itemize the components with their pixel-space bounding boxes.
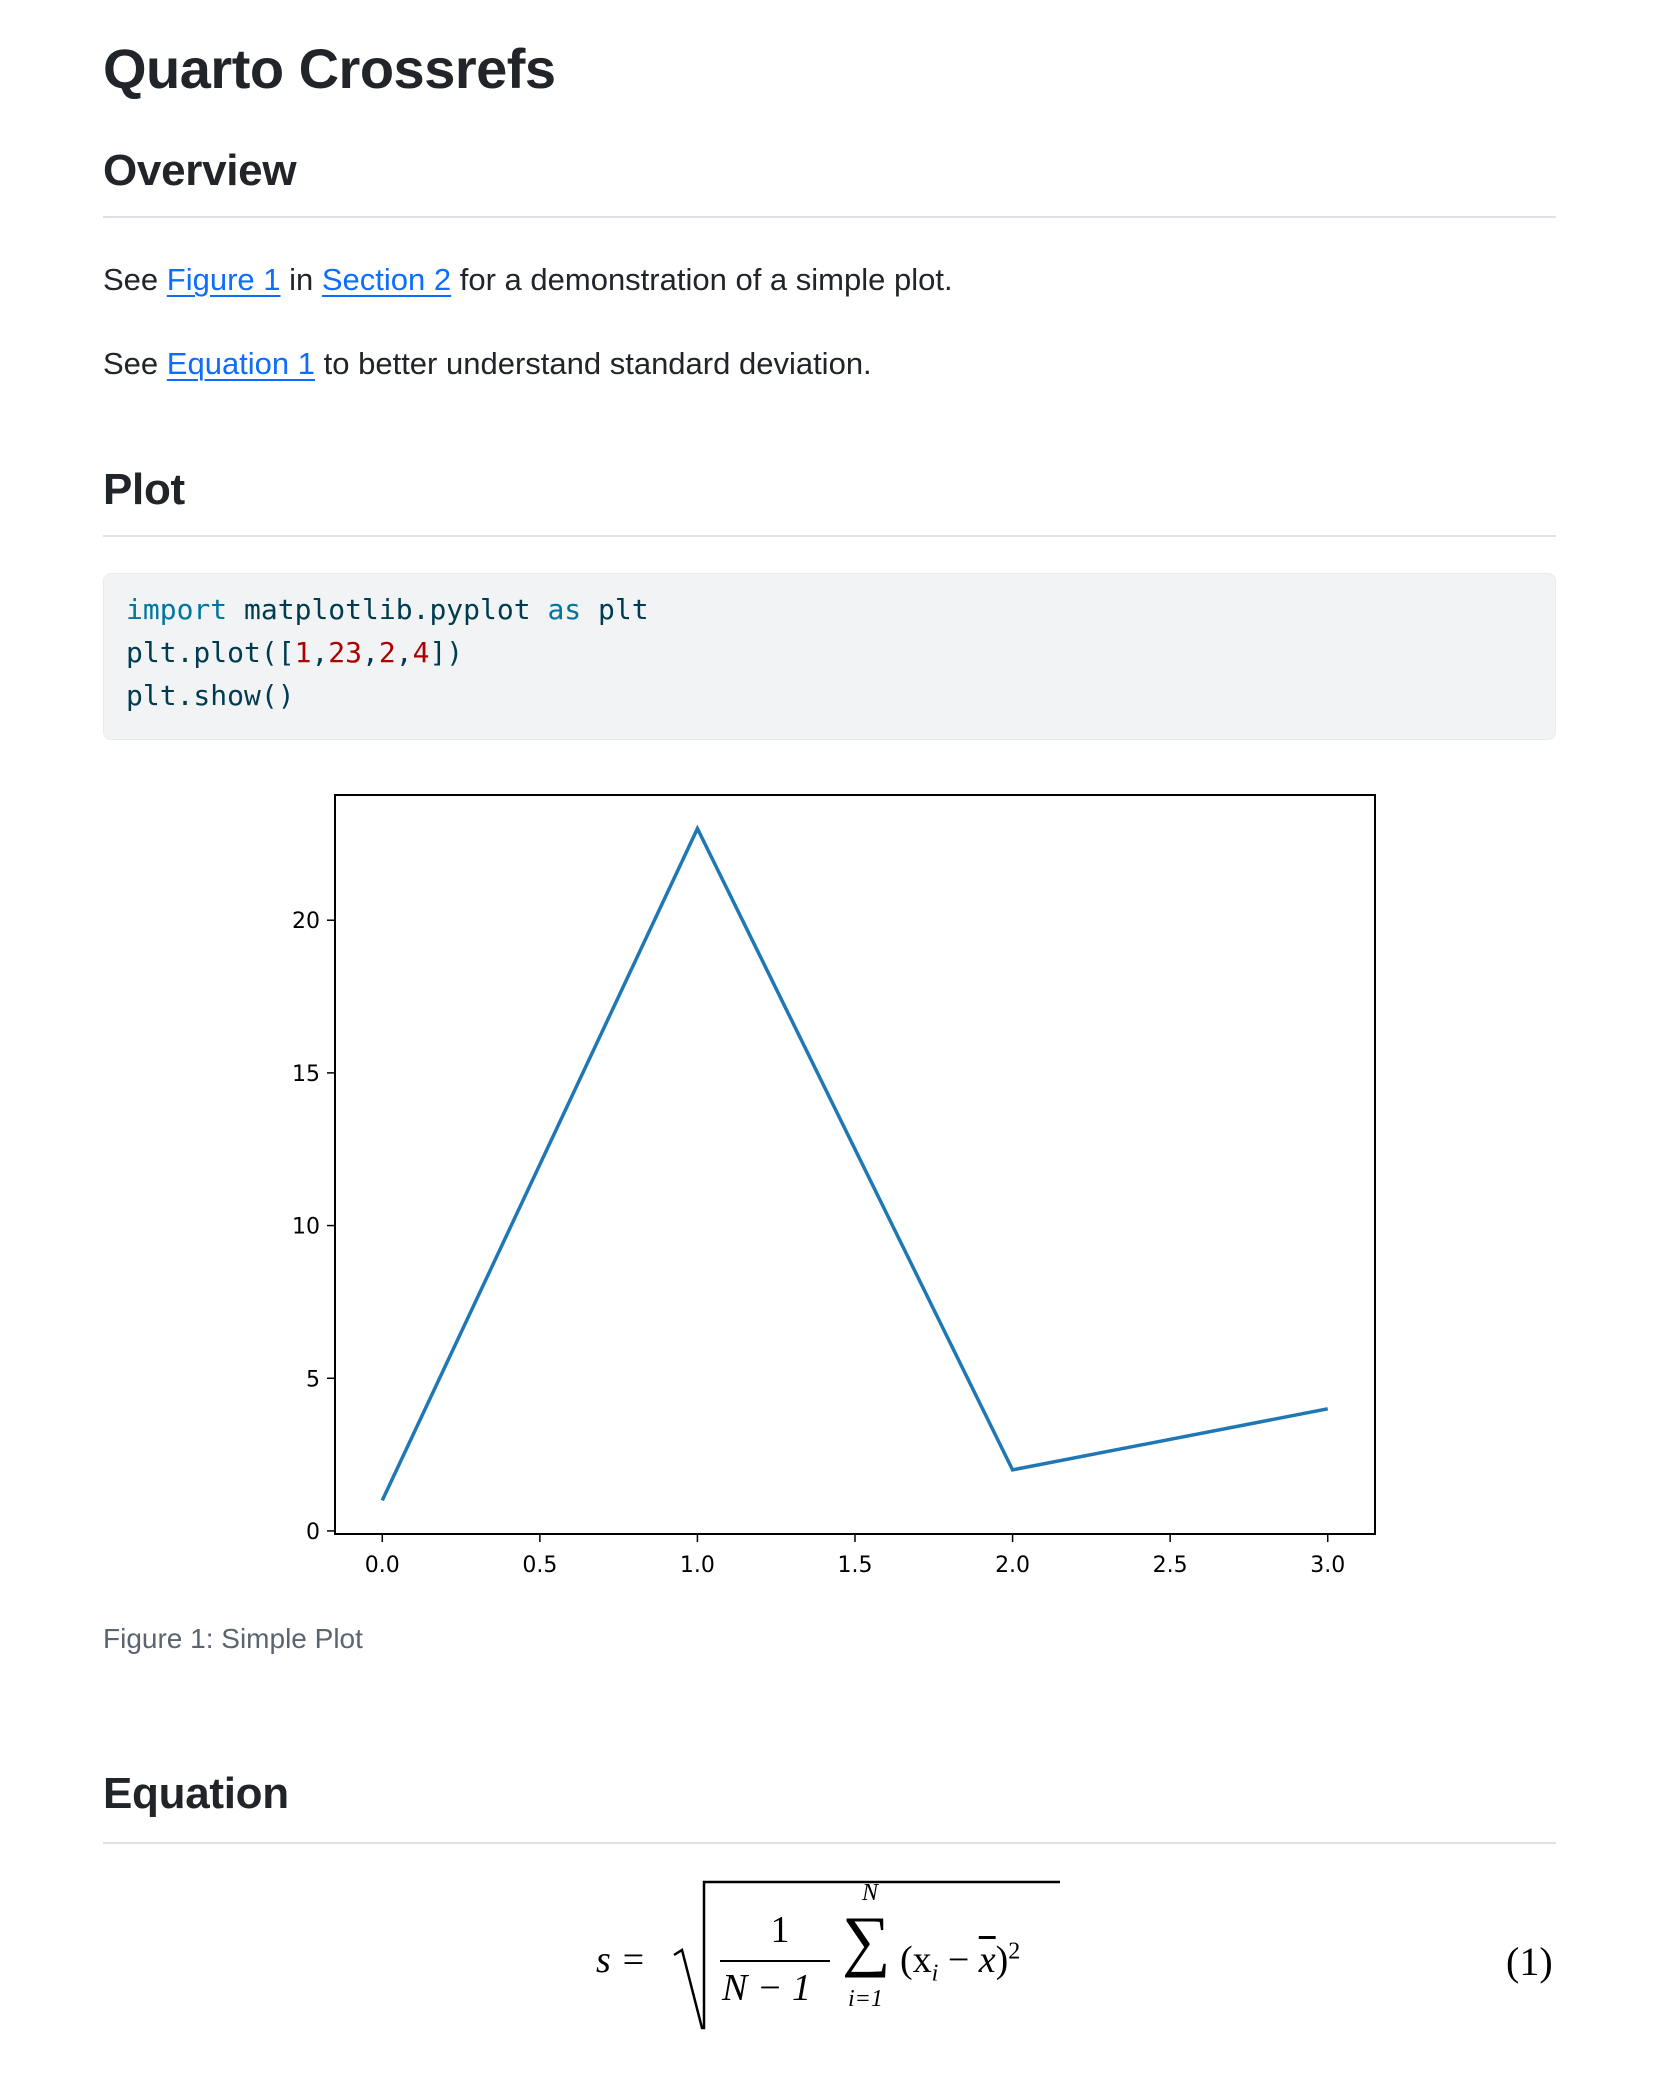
text: See <box>103 346 167 381</box>
code-block: import matplotlib.pyplot as plt plt.plot… <box>103 573 1556 740</box>
code-number: 23 <box>328 636 363 669</box>
divider <box>103 1842 1556 1844</box>
text: for a demonstration of a simple plot. <box>451 262 953 297</box>
code-token: , <box>311 636 329 669</box>
code-token: plt <box>581 593 649 626</box>
code-token: , <box>395 636 413 669</box>
code-number: 2 <box>378 636 396 669</box>
code-token: , <box>362 636 379 669</box>
y-tick-label: 10 <box>292 1215 320 1240</box>
fraction-numerator: 1 <box>770 1909 790 1951</box>
paragraph-equation-ref: See Equation 1 to better understand stan… <box>103 344 872 384</box>
code-token: plt.show() <box>126 679 295 712</box>
heading-plot: Plot <box>103 465 185 514</box>
y-tick-label: 15 <box>292 1062 320 1087</box>
y-tick-label: 20 <box>292 909 320 934</box>
link-figure-1[interactable]: Figure 1 <box>166 262 281 297</box>
line-chart: 0.0 0.5 1.0 1.5 2.0 2.5 3.0 0 5 10 15 20 <box>292 794 1376 1578</box>
data-series-line <box>380 824 1329 1502</box>
code-number: 1 <box>294 636 312 669</box>
code-keyword: as <box>547 593 582 626</box>
code-keyword: import <box>126 593 228 626</box>
divider <box>103 216 1556 218</box>
x-tick-label: 0.0 <box>365 1553 400 1578</box>
sum-body: (xi − x)2 <box>900 1938 1020 1988</box>
exponent: 2 <box>1008 1938 1021 1965</box>
axes-frame <box>334 794 1376 1535</box>
sqrt-radical-icon <box>673 1880 1060 2030</box>
x-tick-label: 2.5 <box>1153 1553 1188 1578</box>
term: (x <box>900 1939 932 1981</box>
code-text: import matplotlib.pyplot as plt plt.plot… <box>126 588 649 717</box>
code-number: 4 <box>412 636 430 669</box>
fraction-bar <box>720 1960 830 1962</box>
equation-number: (1) <box>1506 1939 1553 1984</box>
sum-lower-limit: i=1 <box>848 1986 883 2012</box>
x-tick-label: 3.0 <box>1310 1553 1345 1578</box>
link-section-2[interactable]: Section 2 <box>321 262 452 297</box>
minus: − <box>938 1939 979 1981</box>
code-token: matplotlib.pyplot <box>227 593 548 626</box>
y-tick-label: 5 <box>306 1367 320 1392</box>
x-tick-label: 0.5 <box>522 1553 557 1578</box>
x-tick-label: 1.0 <box>680 1553 715 1578</box>
mean: x <box>978 1939 996 1981</box>
code-token: plt.plot([ <box>126 636 295 669</box>
x-tick-label: 1.5 <box>838 1553 873 1578</box>
x-tick-label: 2.0 <box>995 1553 1030 1578</box>
heading-equation: Equation <box>103 1769 289 1818</box>
sum-symbol: ∑ <box>842 1902 891 1978</box>
equation-lhs: s = <box>596 1939 646 1981</box>
link-equation-1[interactable]: Equation 1 <box>166 346 316 381</box>
text: in <box>280 262 322 297</box>
text: See <box>103 262 167 297</box>
divider <box>103 535 1556 537</box>
page-title: Quarto Crossrefs <box>103 37 556 100</box>
figure-caption: Figure 1: Simple Plot <box>103 1623 363 1654</box>
text: to better understand standard deviation. <box>315 346 872 381</box>
equation: s = 1 N − 1 N ∑ i=1 (xi − x)2 (1) <box>0 1880 1660 2040</box>
code-token: ]) <box>429 636 464 669</box>
fraction-denominator: N − 1 <box>722 1967 811 2009</box>
sum-upper-limit: N <box>862 1880 879 1906</box>
paren: ) <box>995 1939 1009 1981</box>
paragraph-figure-ref: See Figure 1 in Section 2 for a demonstr… <box>103 260 953 300</box>
subscript: i <box>931 1960 939 1987</box>
heading-overview: Overview <box>103 146 297 195</box>
y-tick-label: 0 <box>306 1520 320 1545</box>
